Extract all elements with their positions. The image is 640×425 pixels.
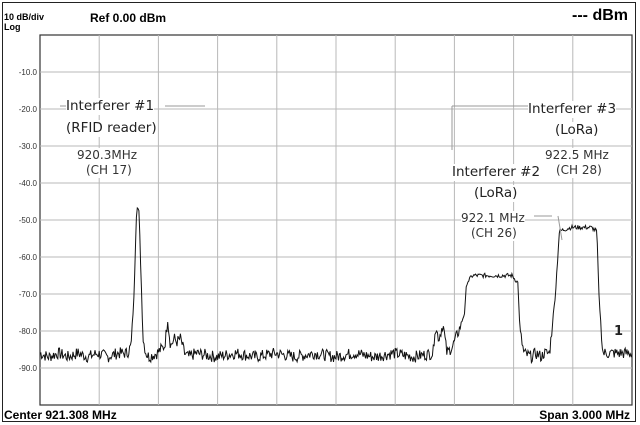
interferer-3-subtitle: (LoRa) [555, 122, 599, 139]
y-tick-label: -20.0 [19, 105, 38, 114]
interferer-3-channel: (CH 28) [556, 163, 602, 178]
y-tick-label: -80.0 [19, 327, 38, 336]
interferer-1-subtitle: (RFID reader) [66, 120, 157, 137]
y-tick-label: -90.0 [19, 364, 38, 373]
interferer-1-channel: (CH 17) [86, 163, 132, 178]
interferer-2-channel: (CH 26) [471, 226, 517, 241]
y-tick-label: -30.0 [19, 142, 38, 151]
interferer-3-freq: 922.5 MHz [545, 148, 609, 163]
interferer-2-subtitle: (LoRa) [474, 185, 518, 202]
marker-1-label: 1 [614, 324, 624, 339]
center-frequency: Center 921.308 MHz [4, 408, 117, 422]
span: Span 3.000 MHz [539, 408, 630, 422]
y-tick-labels: -10.0 -20.0 -30.0 -40.0 -50.0 -60.0 -70.0 -80.0… [19, 68, 38, 373]
interferer-3-title: Interferer #3 [528, 101, 617, 118]
marker-readout: --- dBm [572, 7, 628, 24]
interferer-1-freq: 920.3MHz [77, 148, 138, 163]
analyzer-frame [2, 2, 636, 422]
spectrum-trace [39, 206, 633, 365]
leader-line [557, 215, 563, 241]
interferer-2-freq: 922.1 MHz [461, 211, 525, 226]
y-tick-label: -60.0 [19, 253, 38, 262]
annotation-leaders [60, 105, 563, 241]
interferer-1-title: Interferer #1 [66, 98, 155, 115]
scale-label: 10 dB/div [4, 12, 45, 22]
ref-level-label: Ref 0.00 dBm [90, 11, 167, 25]
y-tick-label: -50.0 [19, 216, 38, 225]
y-tick-label: -10.0 [19, 68, 38, 77]
y-tick-label: -40.0 [19, 179, 38, 188]
interferer-2-title: Interferer #2 [452, 164, 541, 181]
trace-group [39, 206, 633, 365]
y-tick-label: -70.0 [19, 290, 38, 299]
scale-type-label: Log [4, 22, 21, 32]
